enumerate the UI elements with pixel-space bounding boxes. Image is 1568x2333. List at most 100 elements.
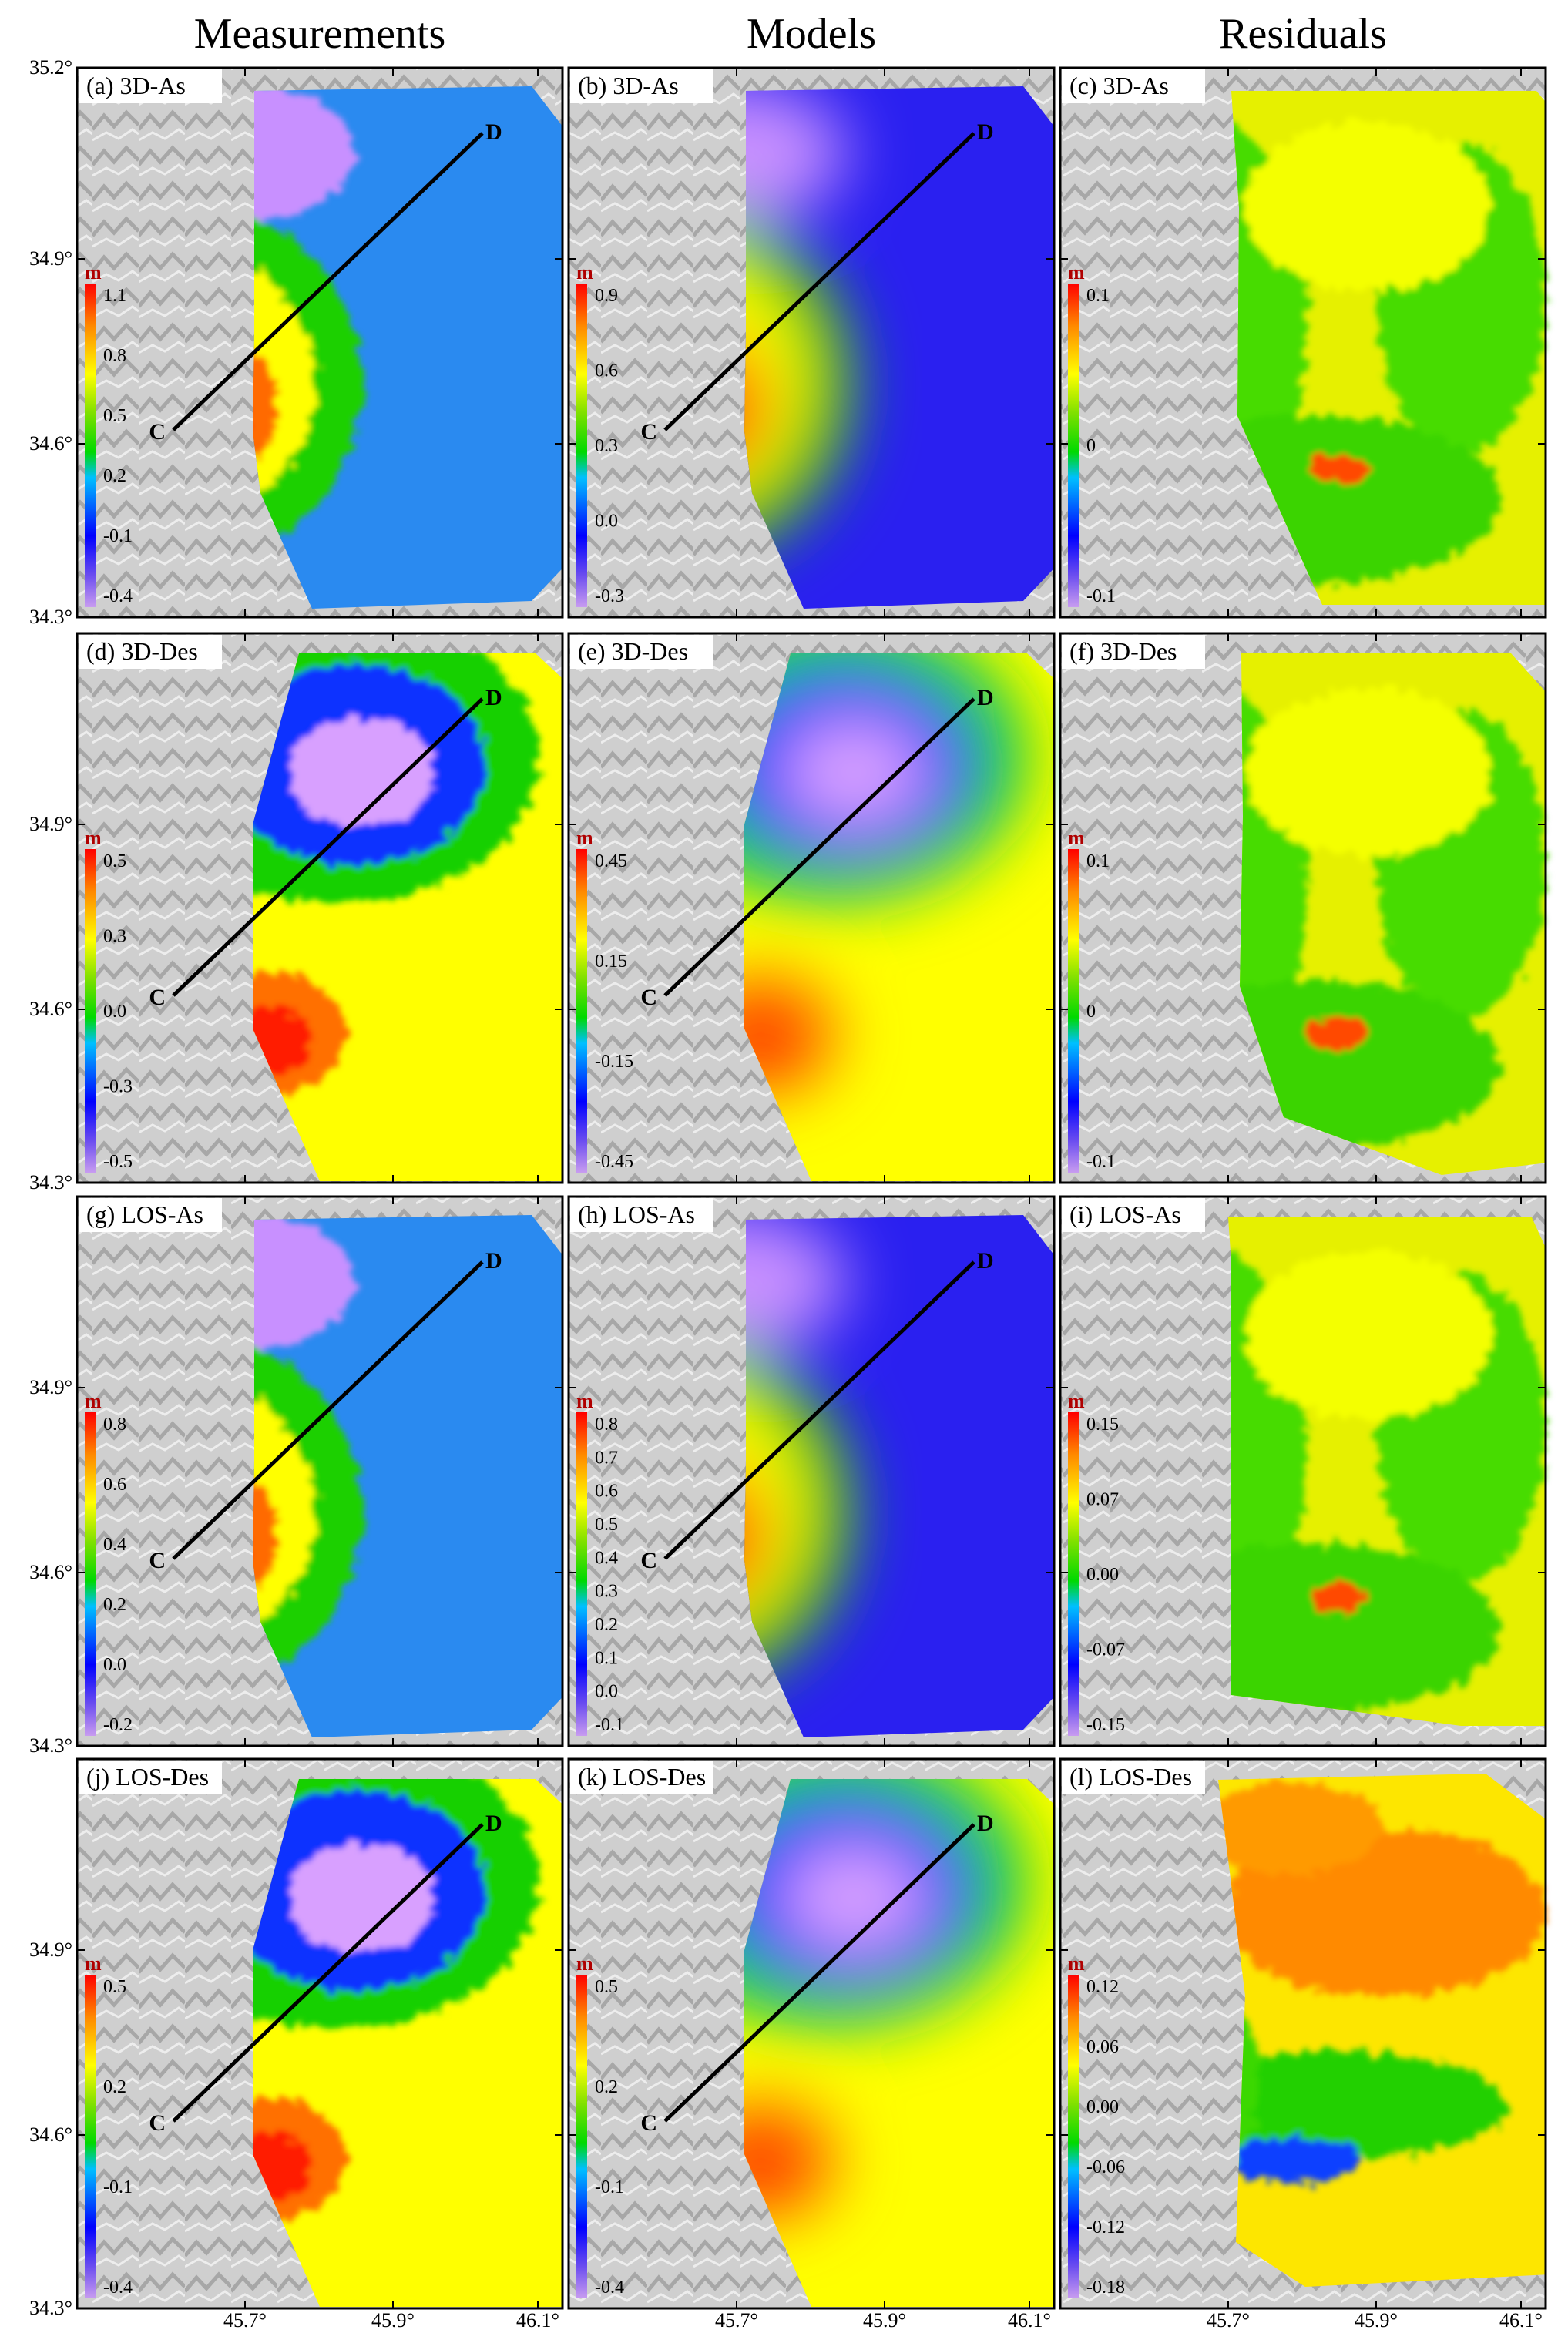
uplift-core	[744, 1007, 804, 1076]
profile-line	[663, 132, 975, 431]
panel-e: C Dm0.45 0.15 -0.15 -0.45 (e) 3D-Des	[567, 632, 1056, 1184]
uplift-core	[253, 2133, 312, 2202]
subsidence-lobe	[744, 1215, 846, 1351]
subsidence-core	[289, 1844, 435, 1952]
profile-end-label: D	[485, 1811, 502, 1836]
profile-start-label: C	[149, 419, 166, 445]
colorbar-tick-label: 0.3	[103, 927, 126, 947]
colorbar-tick-label: 0.1	[1086, 851, 1110, 871]
profile-start-label: C	[640, 419, 657, 445]
colorbar-unit: m	[1068, 827, 1085, 849]
colorbar-tick-label: 0.5	[103, 1977, 126, 1997]
panel-frame	[76, 1195, 564, 1747]
subsidence-lobe	[253, 86, 354, 222]
subsidence-core	[781, 1844, 927, 1952]
colorbar-unit: m	[576, 1952, 593, 1975]
colorbar-tick-label: 0.7	[595, 1448, 618, 1468]
colorbar-unit: m	[576, 261, 593, 284]
lat-tick-label: 34.6°	[29, 432, 72, 455]
colorbar-tick-label: 0.8	[103, 346, 126, 366]
panel-title: (b) 3D-As	[578, 72, 679, 99]
profile-line	[663, 1823, 975, 2123]
colorbar-tick-label: 0.0	[595, 1682, 618, 1702]
colorbar-unit: m	[85, 827, 102, 849]
residual-patch	[1231, 415, 1499, 584]
colorbar	[576, 1412, 587, 1736]
panel-title-bg	[1062, 1198, 1205, 1232]
deformation-field	[744, 86, 1054, 609]
field-lobes	[744, 653, 1031, 1096]
colorbar-unit: m	[85, 261, 102, 284]
panel-frame	[1059, 66, 1547, 619]
subsidence-lobe	[253, 1215, 354, 1351]
colorbar-tick-label: -0.1	[595, 1715, 624, 1735]
residual-patch	[1307, 1582, 1368, 1613]
colorbar-tick-label: 0.0	[103, 1655, 126, 1675]
colorbar-tick-label: -0.2	[103, 1715, 133, 1735]
field-layer	[1231, 91, 1546, 605]
colorbar-tick-label: 0.00	[1086, 2097, 1119, 2117]
colorbar-tick-label: -0.15	[1086, 1715, 1125, 1735]
profile-end-label: D	[977, 685, 994, 710]
residual-patch	[1218, 1782, 1384, 1875]
panel-title-bg	[1062, 635, 1205, 669]
panel-title: (c) 3D-As	[1069, 72, 1169, 99]
panel-frame	[1059, 632, 1547, 1184]
profile-line	[172, 697, 484, 997]
residual-patch	[1240, 980, 1499, 1150]
profile-line	[663, 1260, 975, 1560]
colorbar-tick-label: 0.6	[595, 361, 618, 381]
field-layer	[744, 1779, 1054, 2307]
lon-tick-label: 45.7°	[715, 2309, 758, 2331]
profile-end-label: D	[485, 685, 502, 710]
deformation-field	[253, 1215, 562, 1737]
panel-title-bg	[79, 1761, 222, 1794]
profile-end-label: D	[977, 1248, 994, 1274]
subsidence-core	[289, 718, 435, 826]
colorbar-tick-label: 0.5	[103, 406, 126, 426]
column-title: Measurements	[194, 10, 446, 58]
panel-frame	[567, 1195, 1056, 1747]
colorbar-unit: m	[576, 827, 593, 849]
colorbar-tick-label: -0.4	[103, 586, 133, 606]
lat-tick-label: 34.9°	[29, 247, 72, 270]
profile-end-label: D	[977, 119, 994, 145]
colorbar-tick-label: 0.12	[1086, 1977, 1119, 1997]
colorbar-tick-label: 0.15	[595, 952, 627, 972]
colorbar-tick-label: 0.8	[595, 1415, 618, 1435]
profile-end-label: D	[485, 119, 502, 145]
colorbar-unit: m	[1068, 261, 1085, 284]
colorbar-unit: m	[1068, 1952, 1085, 1975]
colorbar-unit: m	[85, 1952, 102, 1975]
colorbar-tick-label: 0	[1086, 436, 1096, 456]
panel-title-bg	[1062, 1761, 1205, 1794]
colorbar-tick-label: -0.18	[1086, 2278, 1125, 2298]
lat-tick-label: 34.3°	[29, 1171, 72, 1193]
panel-title-bg	[1062, 69, 1205, 103]
colorbar-tick-label: 0.00	[1086, 1565, 1119, 1585]
panel-title-bg	[79, 635, 222, 669]
profile-start-label: C	[149, 985, 166, 1010]
colorbar	[1068, 1412, 1079, 1736]
colorbar-tick-label: -0.12	[1086, 2217, 1125, 2237]
panel-title-bg	[79, 1198, 222, 1232]
panel-frame	[76, 66, 564, 619]
colorbar	[1068, 849, 1079, 1173]
panel-l: m0.12 0.06 0.00 -0.06 -0.12 -0.18 (l) LOS-Des	[1059, 1757, 1547, 2310]
field-lobes	[744, 1779, 1031, 2221]
subsidence-lobe	[744, 86, 846, 222]
residual-patch	[1307, 453, 1368, 484]
residual-patch	[1307, 1019, 1368, 1049]
colorbar-unit: m	[1068, 1390, 1085, 1412]
colorbar	[576, 1975, 587, 2298]
colorbar-tick-label: 0.2	[103, 2077, 126, 2097]
profile-line	[172, 1823, 484, 2123]
colorbar-tick-label: 0.4	[103, 1535, 126, 1555]
colorbar-tick-label: 0.8	[103, 1415, 126, 1435]
colorbar-tick-label: 0.6	[103, 1475, 126, 1495]
colorbar-tick-label: -0.4	[103, 2278, 133, 2298]
panel-d: C Dm0.5 0.3 0.0 -0.3 -0.5 (d) 3D-Des	[76, 632, 564, 1184]
residual-patch	[1245, 1250, 1492, 1420]
panel-title: (i) LOS-As	[1069, 1200, 1181, 1228]
